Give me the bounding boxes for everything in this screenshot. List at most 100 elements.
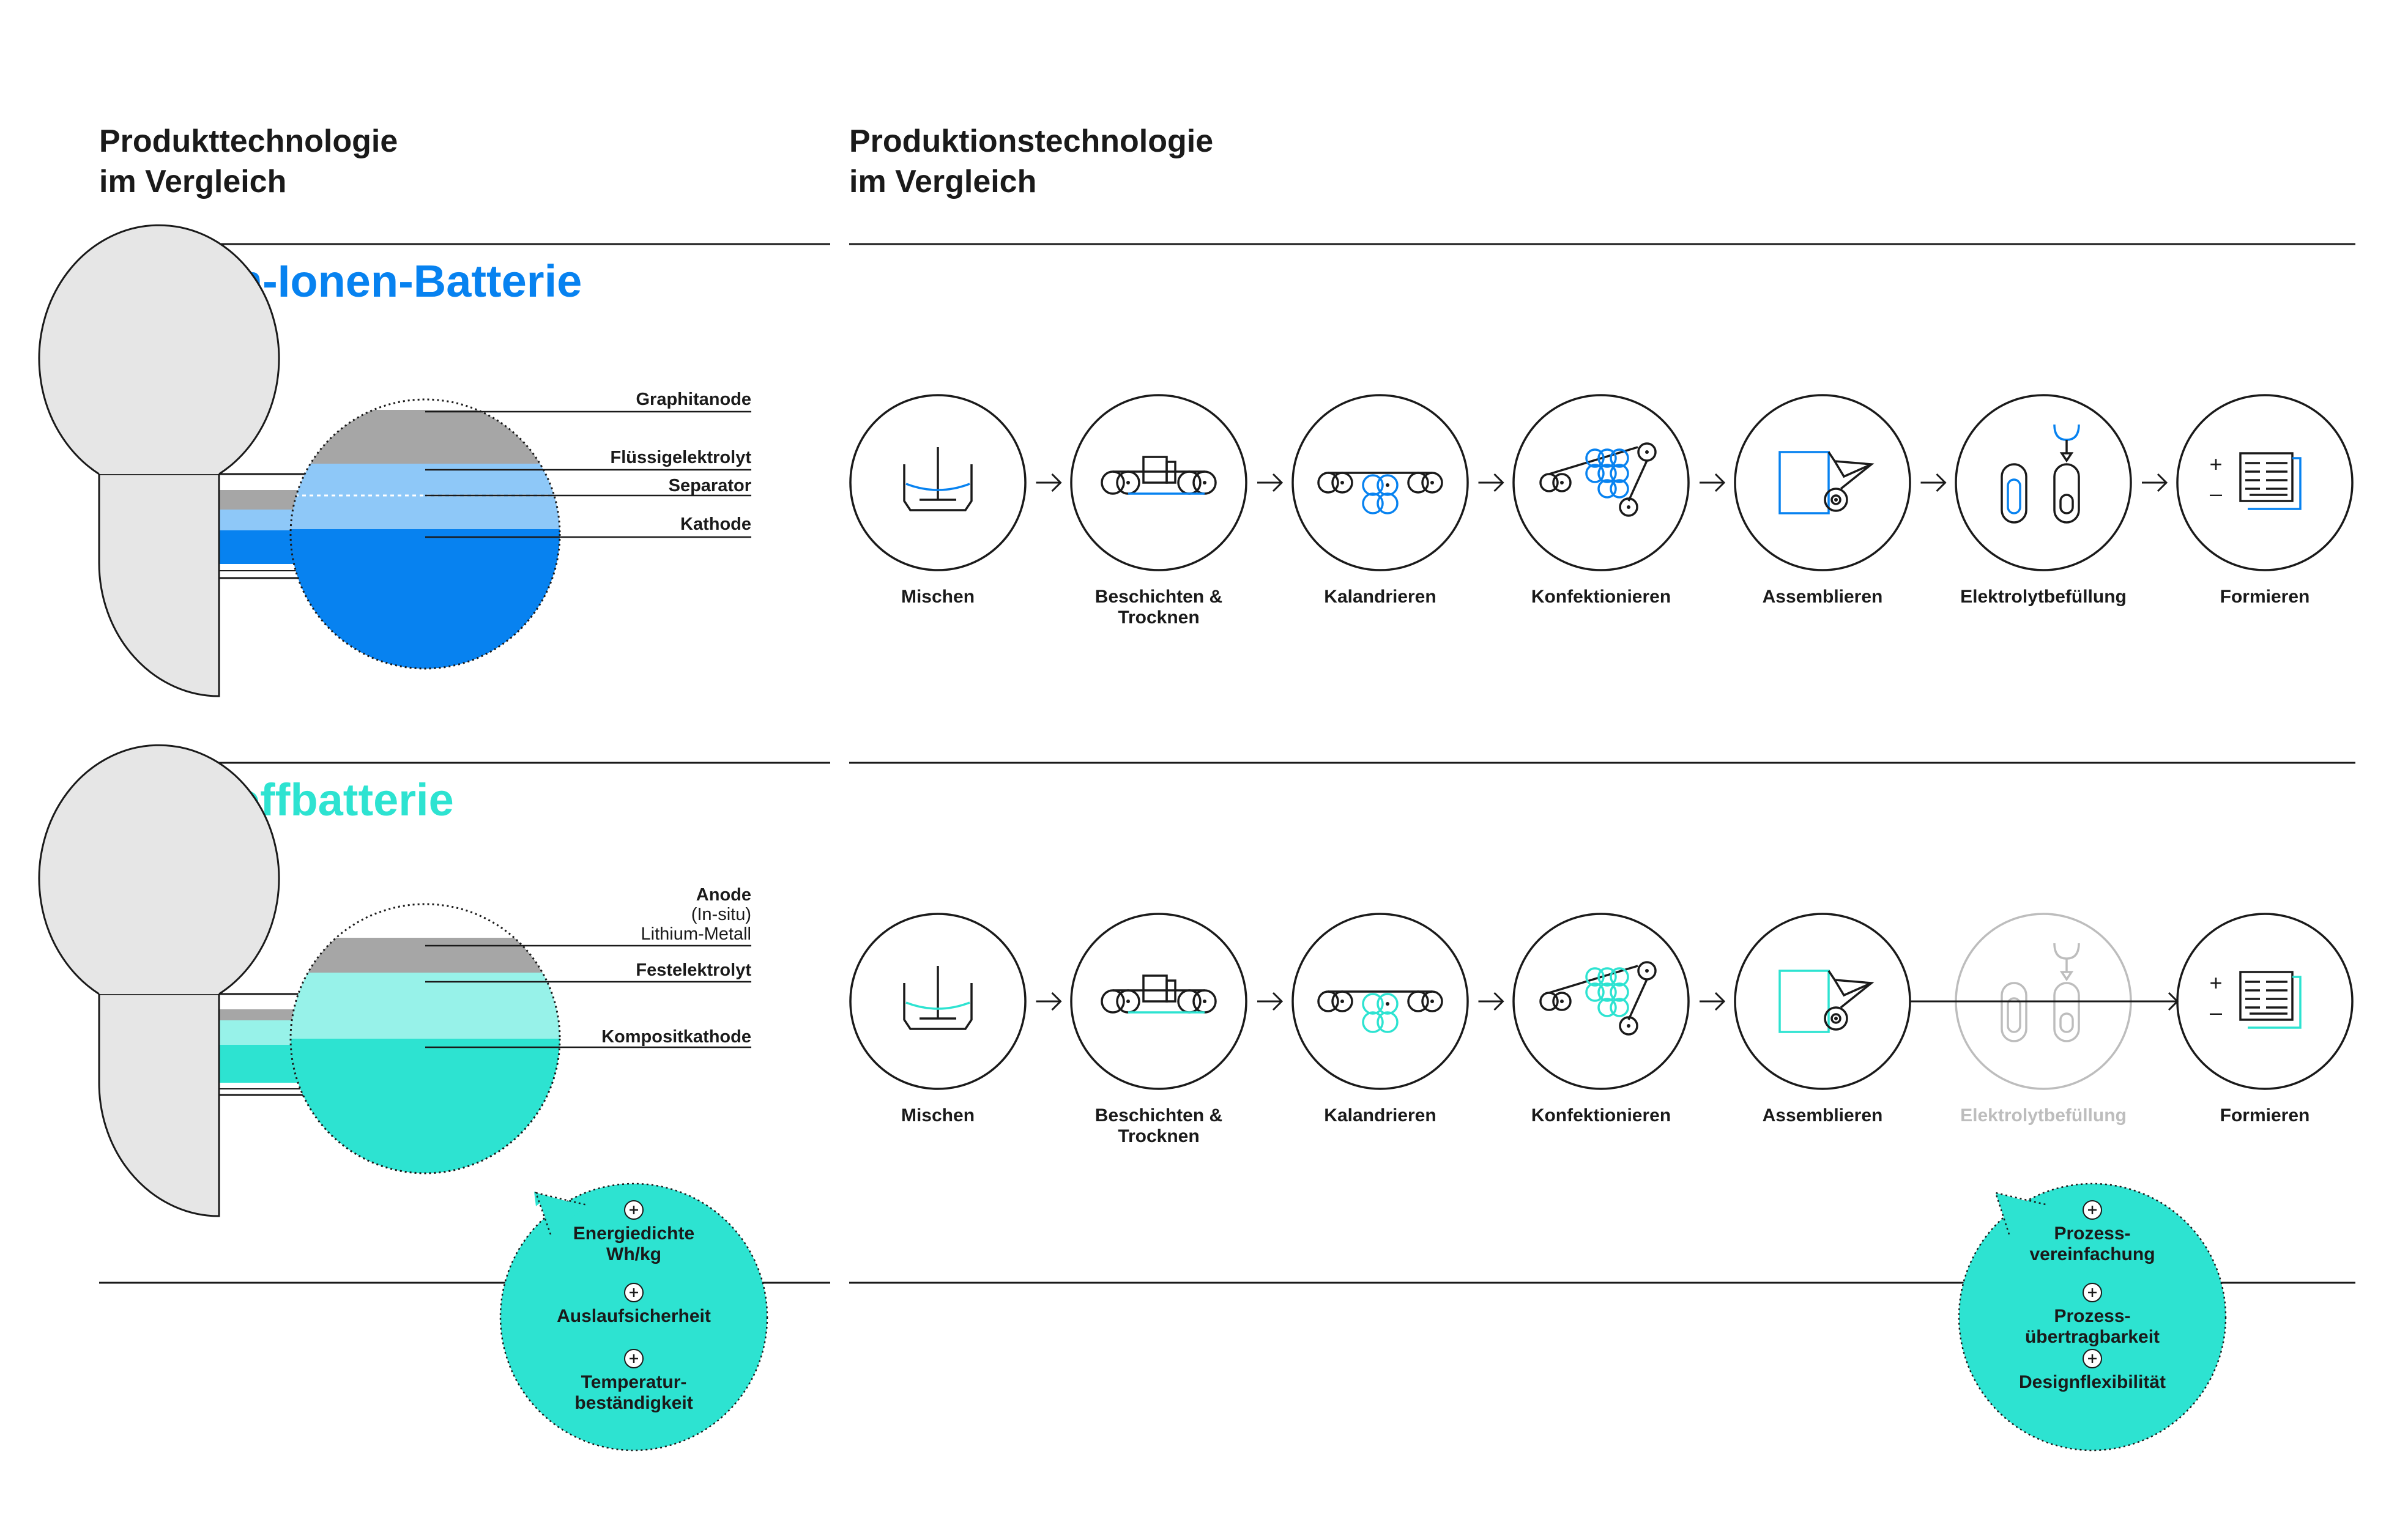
solid-step-5: Assemblieren — [1734, 913, 1911, 1126]
bypass-arrow-icon — [1910, 992, 2179, 1011]
liion-label-graphitanode: Graphitanode — [636, 390, 751, 409]
solid-layer-anode — [291, 938, 560, 973]
liion-label-separator: Separator — [669, 476, 751, 495]
arrow-icon — [1035, 992, 1061, 1011]
arrow-icon — [1477, 992, 1504, 1011]
product-benefits-tail — [536, 1193, 585, 1236]
solid-leader-lines — [425, 944, 751, 1048]
formation-plus-sign: + — [2209, 451, 2222, 477]
product-header: Produkttechnologie im Vergleich — [99, 124, 398, 199]
plus-icon — [2082, 1348, 2103, 1369]
liion-step-circle — [1291, 394, 1469, 571]
solid-process-chain: Mischen Beschichten &Trocknen Kalandrieren… — [849, 913, 2354, 1146]
product-benefit-label: Energiedichte — [573, 1223, 694, 1244]
arrow-icon — [1256, 473, 1283, 492]
liion-layer-cathode — [291, 529, 560, 669]
liion-step-circle — [1734, 394, 1911, 571]
solid-zoom-circle — [289, 903, 561, 1174]
production-title-line1: Produktionstechnologie — [849, 124, 1213, 159]
plus-icon — [623, 1348, 644, 1369]
production-title-line2: im Vergleich — [849, 164, 1036, 199]
arrow-icon — [1920, 473, 1946, 492]
solid-step-label: Trocknen — [1118, 1126, 1199, 1146]
product-title-line1: Produkttechnologie — [99, 124, 398, 159]
liion-layer-anode — [291, 410, 560, 464]
filling-icon — [2001, 943, 2080, 1042]
arrow-icon — [1698, 473, 1725, 492]
coating-icon — [1101, 456, 1217, 495]
formation-minus-sign: – — [2210, 1000, 2222, 1025]
liion-step-6: Elektrolytbefüllung — [1955, 394, 2132, 607]
slitting-icon — [1539, 442, 1657, 517]
product-benefit-label: Auslaufsicherheit — [557, 1306, 711, 1326]
mixer-icon — [903, 447, 973, 511]
process-benefit-label: Prozess- — [2054, 1306, 2130, 1326]
formation-plus-sign: + — [2209, 970, 2222, 995]
assembly-icon — [1778, 451, 1875, 514]
process-benefit-label: übertragbarkeit — [2025, 1327, 2160, 1347]
solid-step-label: Beschichten & — [1095, 1105, 1222, 1126]
process-benefit-label: vereinfachung — [2029, 1244, 2155, 1264]
solid-label-insitu: (In-situ) — [691, 905, 751, 924]
liion-step-label: Assemblieren — [1763, 587, 1883, 607]
solid-label-kompositkathode: Kompositkathode — [601, 1027, 751, 1047]
process-benefits-tail — [1996, 1193, 2046, 1236]
liion-step-3: Kalandrieren — [1291, 394, 1469, 607]
liion-label-fluessigelektrolyt: Flüssigelektrolyt — [611, 448, 752, 467]
liion-label-kathode: Kathode — [680, 514, 751, 534]
liion-step-2: Beschichten &Trocknen — [1070, 394, 1247, 628]
divider-rules — [99, 243, 2355, 1284]
solid-layer-kompositkathode — [291, 1039, 560, 1173]
liion-cell-top — [38, 224, 280, 475]
solid-step-6: Elektrolytbefüllung — [1955, 913, 2132, 1126]
liion-step-5: Assemblieren — [1734, 394, 1911, 607]
assembly-icon — [1778, 970, 1875, 1033]
formation-icon: +– — [2209, 451, 2302, 510]
liion-step-label: Beschichten & — [1095, 587, 1222, 607]
solid-label-lithium-metall: Lithium-Metall — [641, 924, 752, 944]
product-benefit-label: beständigkeit — [574, 1393, 693, 1413]
liion-step-label: Trocknen — [1118, 607, 1199, 628]
solid-zoom-layers — [291, 905, 560, 1173]
solid-step-3: Kalandrieren — [1291, 913, 1469, 1126]
plus-icon — [623, 1200, 644, 1220]
arrow-icon — [1035, 473, 1061, 492]
filling-icon — [2001, 424, 2080, 524]
slitting-icon — [1539, 961, 1657, 1036]
solid-layer-festelektrolyt — [291, 973, 560, 1039]
process-benefits-circle — [1958, 1182, 2227, 1452]
liion-step-label: Kalandrieren — [1324, 587, 1436, 607]
liion-step-label: Konfektionieren — [1531, 587, 1671, 607]
arrow-icon — [1698, 992, 1725, 1011]
liion-step-7: +–Formieren — [2176, 394, 2354, 607]
process-benefit-label: Prozess- — [2054, 1223, 2130, 1244]
plus-icon — [2082, 1282, 2103, 1303]
coating-icon — [1101, 974, 1217, 1014]
calender-icon — [1317, 472, 1443, 514]
liion-step-label: Elektrolytbefüllung — [1960, 587, 2127, 607]
solid-step-label: Kalandrieren — [1324, 1105, 1436, 1126]
liion-step-4: Konfektionieren — [1512, 394, 1690, 607]
process-benefits-bubble: Prozess-vereinfachungProzess-übertragbar… — [1958, 1182, 2227, 1452]
solid-step-circle — [1291, 913, 1469, 1090]
solid-step-7: +–Formieren — [2176, 913, 2354, 1126]
solid-step-label: Mischen — [901, 1105, 975, 1126]
solid-cell-top — [38, 744, 280, 995]
arrow-icon — [1256, 992, 1283, 1011]
liion-step-circle — [2176, 394, 2354, 571]
solid-label-anode: Anode — [696, 885, 751, 905]
solid-label-festelektrolyt: Festelektrolyt — [636, 960, 751, 980]
solid-step-label: Assemblieren — [1763, 1105, 1883, 1126]
plus-icon — [623, 1282, 644, 1303]
liion-step-1: Mischen — [849, 394, 1027, 607]
solid-step-4: Konfektionieren — [1512, 913, 1690, 1126]
formation-minus-sign: – — [2210, 481, 2222, 506]
liion-step-label: Mischen — [901, 587, 975, 607]
mixer-icon — [903, 966, 973, 1030]
liion-leader-lines — [425, 410, 751, 538]
liion-process-chain: Mischen Beschichten &Trocknen Kalandrieren… — [849, 394, 2354, 628]
liion-layer-electrolyte — [291, 464, 560, 495]
product-benefit-label: Temperatur- — [581, 1372, 687, 1392]
